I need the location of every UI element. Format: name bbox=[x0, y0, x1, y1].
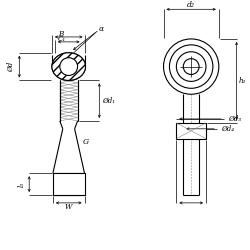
Text: B: B bbox=[58, 30, 63, 38]
Text: l₃: l₃ bbox=[17, 182, 25, 186]
Text: α: α bbox=[99, 25, 104, 33]
Text: C₁: C₁ bbox=[58, 36, 66, 44]
Circle shape bbox=[60, 58, 78, 76]
Ellipse shape bbox=[52, 53, 86, 80]
Text: Ød₃: Ød₃ bbox=[228, 115, 241, 123]
Ellipse shape bbox=[52, 53, 86, 80]
Text: h₁: h₁ bbox=[239, 77, 246, 85]
Text: Ød: Ød bbox=[8, 62, 16, 72]
Circle shape bbox=[176, 52, 206, 82]
Circle shape bbox=[164, 39, 219, 94]
Bar bbox=[176, 123, 206, 139]
Text: G: G bbox=[82, 138, 89, 146]
Circle shape bbox=[183, 59, 199, 74]
Circle shape bbox=[170, 45, 213, 88]
Text: Ød₄: Ød₄ bbox=[221, 125, 234, 133]
Text: Ød₁: Ød₁ bbox=[102, 97, 115, 105]
Ellipse shape bbox=[52, 53, 86, 80]
Bar bbox=[53, 173, 84, 195]
Text: d₂: d₂ bbox=[187, 1, 195, 9]
Text: W: W bbox=[65, 203, 72, 211]
